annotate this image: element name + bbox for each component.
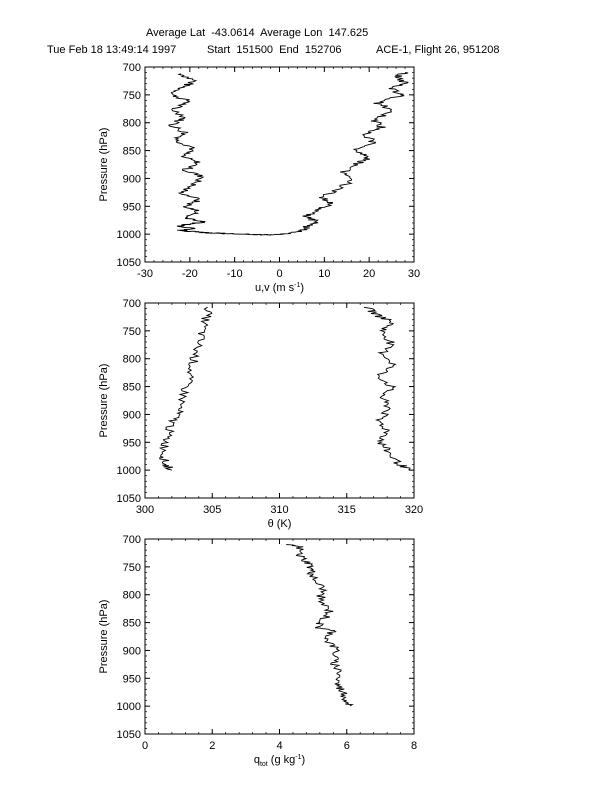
y-axis-title: Pressure (hPa) xyxy=(98,364,110,438)
y-tick-label: 950 xyxy=(123,673,141,685)
series-line-1 xyxy=(158,306,213,471)
y-tick-label: 950 xyxy=(123,201,141,213)
y-tick-label: 850 xyxy=(123,618,141,630)
x-tick-label: 2 xyxy=(209,740,215,752)
x-tick-label: 320 xyxy=(405,504,423,516)
series-line-1 xyxy=(286,544,354,707)
x-axis-title-main: u,v (m s xyxy=(255,282,295,294)
x-tick-label: 0 xyxy=(276,268,282,280)
y-tick-label: 1050 xyxy=(117,729,141,741)
x-axis-title-main: q xyxy=(254,754,260,766)
y-tick-label: 850 xyxy=(123,146,141,158)
y-tick-label: 700 xyxy=(123,298,141,310)
x-axis-title: u,v (m s-1) xyxy=(255,282,304,294)
y-axis-title: Pressure (hPa) xyxy=(98,600,110,674)
x-tick-label: -30 xyxy=(137,268,153,280)
series-line-2 xyxy=(269,72,409,236)
y-tick-label: 950 xyxy=(123,437,141,449)
x-tick-label: 315 xyxy=(338,504,356,516)
y-tick-label: 900 xyxy=(123,173,141,185)
x-tick-label: 8 xyxy=(411,740,417,752)
x-tick-label: 30 xyxy=(408,268,420,280)
x-axis-title-end: ) xyxy=(302,754,306,766)
header-date: Tue Feb 18 13:49:14 1997 xyxy=(47,44,177,56)
y-tick-label: 700 xyxy=(123,62,141,74)
x-axis-title: θ (K) xyxy=(268,518,292,530)
x-tick-label: 10 xyxy=(318,268,330,280)
y-tick-label: 850 xyxy=(123,382,141,394)
y-tick-label: 750 xyxy=(123,90,141,102)
y-tick-label: 1000 xyxy=(117,701,141,713)
x-axis-title-sub: tot xyxy=(260,761,268,768)
y-tick-label: 800 xyxy=(123,590,141,602)
x-axis-title-tail: ) xyxy=(300,282,304,294)
y-tick-label: 750 xyxy=(123,562,141,574)
y-tick-label: 900 xyxy=(123,409,141,421)
y-tick-label: 1000 xyxy=(117,465,141,477)
x-axis-title-main: θ (K) xyxy=(268,518,292,530)
plot-frame xyxy=(144,538,415,735)
x-axis-title-sup: -1 xyxy=(294,282,300,289)
series-line-1 xyxy=(167,73,272,236)
y-tick-label: 700 xyxy=(123,534,141,546)
x-tick-label: 300 xyxy=(136,504,154,516)
y-tick-label: 800 xyxy=(123,118,141,130)
x-axis-title-sup: -1 xyxy=(295,754,301,761)
header-line-1: Average Lat -43.0614 Average Lon 147.625 xyxy=(146,27,369,39)
header-flight: ACE-1, Flight 26, 951208 xyxy=(376,44,500,56)
plot-frame xyxy=(144,66,415,263)
x-tick-label: 310 xyxy=(270,504,288,516)
chart-panel-1: 700 750 800 850 900 950 1000 1050-30 -20 -10 0 10 20… xyxy=(98,62,420,294)
header-time-range: Start 151500 End 152706 xyxy=(207,44,342,56)
x-tick-label: -10 xyxy=(227,268,243,280)
x-tick-label: 305 xyxy=(203,504,221,516)
x-tick-label: 6 xyxy=(344,740,350,752)
x-tick-label: 20 xyxy=(363,268,375,280)
plot-frame xyxy=(144,302,415,499)
y-tick-label: 750 xyxy=(123,326,141,338)
y-tick-label: 1000 xyxy=(117,229,141,241)
x-axis-title: qtot (g kg-1) xyxy=(254,754,305,768)
y-tick-label: 1050 xyxy=(117,257,141,269)
x-tick-label: 0 xyxy=(142,740,148,752)
series-line-2 xyxy=(363,306,411,471)
y-tick-label: 1050 xyxy=(117,493,141,505)
x-tick-label: 4 xyxy=(276,740,282,752)
x-tick-label: -20 xyxy=(182,268,198,280)
y-axis-title: Pressure (hPa) xyxy=(98,128,110,202)
y-tick-label: 800 xyxy=(123,354,141,366)
y-tick-label: 900 xyxy=(123,645,141,657)
x-axis-title-tail: (g kg xyxy=(268,754,296,766)
